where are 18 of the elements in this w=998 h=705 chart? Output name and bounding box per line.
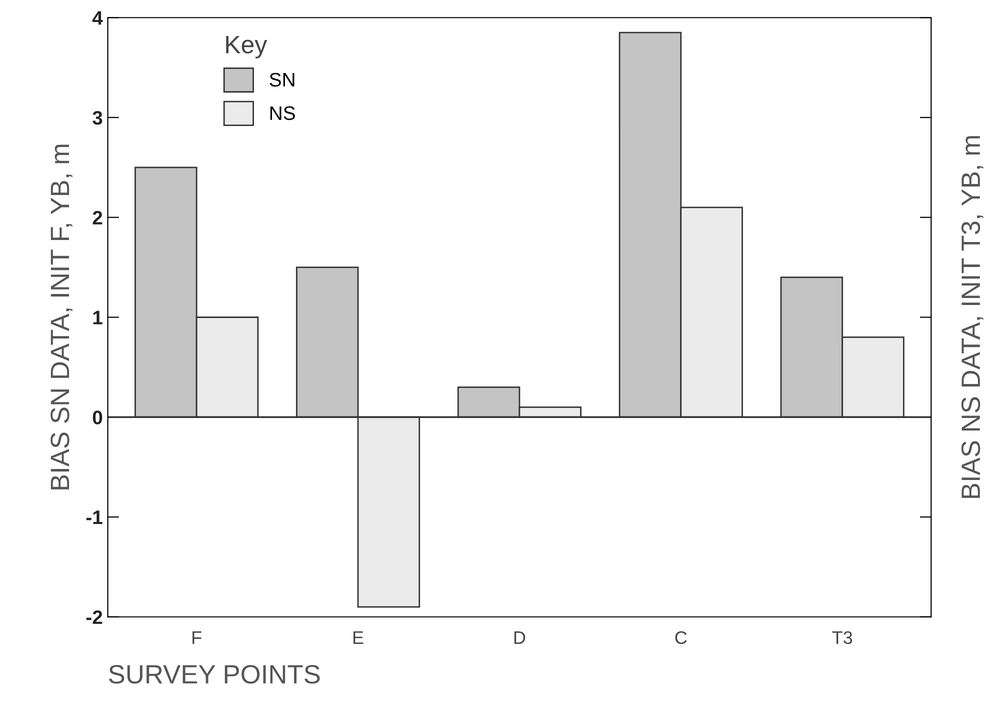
y-tick-label: 2 xyxy=(92,210,102,224)
legend-label: NS xyxy=(270,106,295,120)
x-tick-label: C xyxy=(675,631,687,644)
x-axis-title: SURVEY POINTS xyxy=(108,664,320,684)
x-tick-label: F xyxy=(192,631,202,644)
y-tick-label: 1 xyxy=(93,310,102,324)
x-tick-label: T3 xyxy=(832,631,852,644)
y2-axis-title: BIAS NS DATA, INIT T3, YB, m xyxy=(961,136,984,498)
x-tick-label: D xyxy=(514,631,526,644)
y-tick-label: 4 xyxy=(92,11,103,25)
y-tick-label: -1 xyxy=(86,510,102,524)
x-tick-label: E xyxy=(353,631,364,644)
legend-title: Key xyxy=(226,36,268,58)
y-tick-label: 0 xyxy=(92,410,102,424)
legend-label: SN xyxy=(270,72,294,87)
y-axis-title: BIAS SN DATA, INIT F, YB, m xyxy=(50,144,72,490)
y-tick-label: 3 xyxy=(92,110,102,125)
y-tick-label: -2 xyxy=(86,610,102,624)
